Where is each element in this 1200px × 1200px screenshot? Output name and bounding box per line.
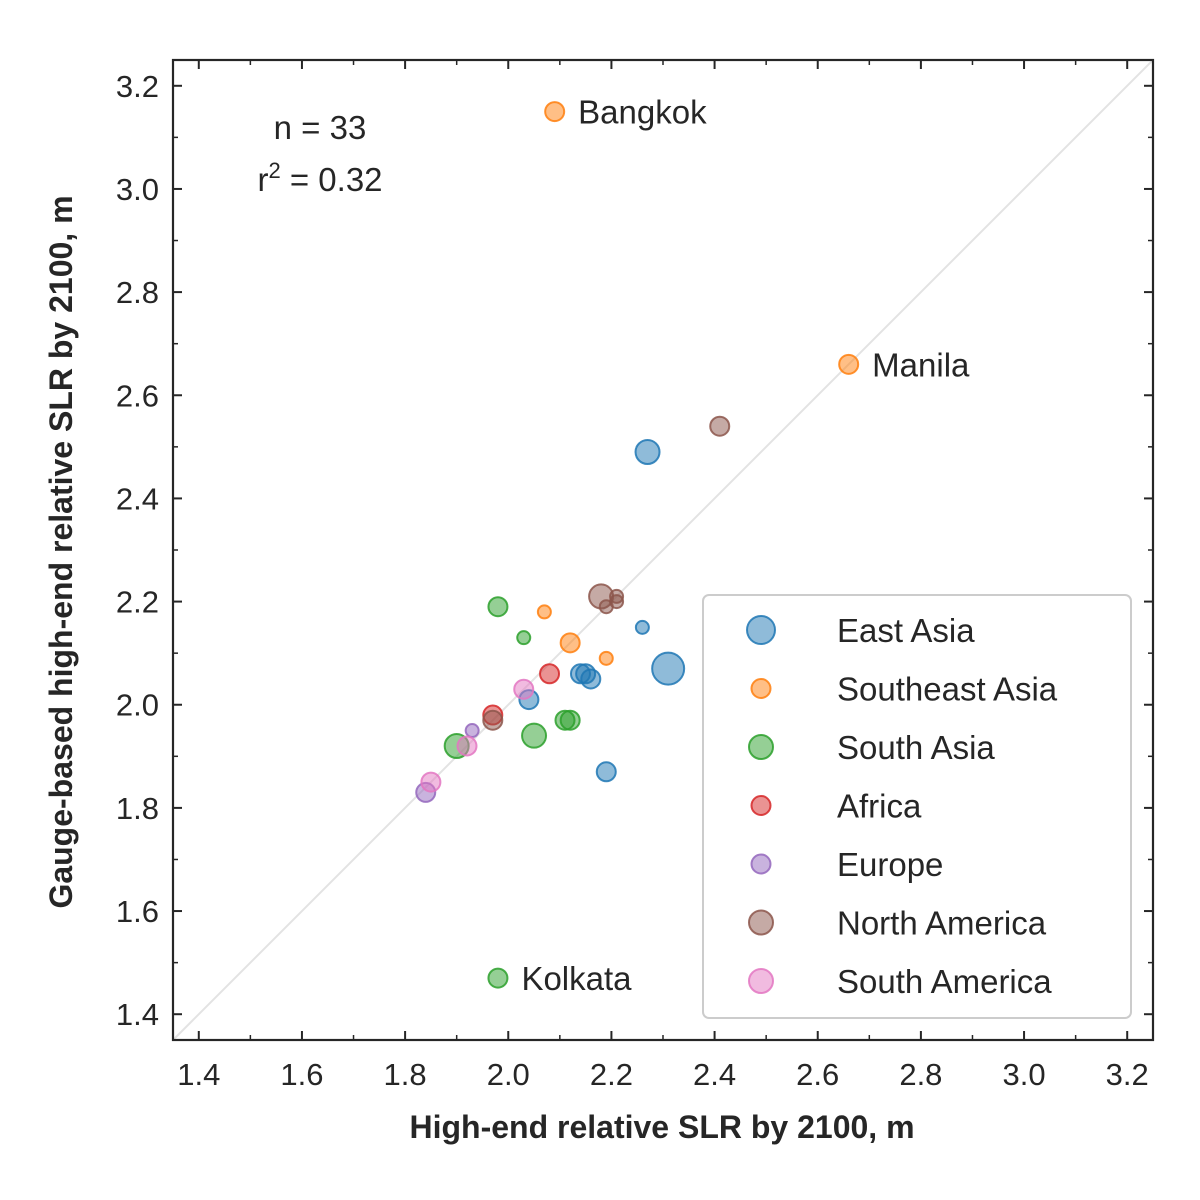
point-north-america (482, 709, 504, 731)
plot-frame (171, 58, 1155, 1042)
point-north-america (609, 588, 625, 604)
y-axis-label: Gauge-based high-end relative SLR by 210… (43, 195, 79, 908)
x-tick-label: 1.6 (280, 1057, 323, 1092)
legend-frame (702, 594, 1132, 1019)
legend-label: South America (837, 963, 1052, 1000)
legend-items: East Asia Southeast Asia South Asia Africa E… (746, 612, 1058, 1000)
point-south-america (456, 735, 478, 757)
x-tick-label: 2.4 (693, 1057, 736, 1092)
point-label-manila: Manila (872, 346, 970, 383)
y-tick-label: 2.2 (116, 585, 159, 620)
legend-marker (750, 795, 772, 816)
point-east-asia (651, 651, 686, 686)
legend-marker (748, 734, 774, 760)
point-southeast-asia (559, 632, 581, 654)
point-europe (464, 723, 480, 739)
x-axis-label: High-end relative SLR by 2100, m (409, 1109, 914, 1145)
x-tick-label: 2.0 (487, 1057, 530, 1092)
point-south-america (420, 771, 442, 793)
r2-value: = 0.32 (281, 161, 383, 198)
legend-label: Africa (837, 788, 922, 825)
point-south-asia (487, 967, 509, 989)
point-north-america (709, 415, 731, 437)
x-tick-label: 3.0 (1002, 1057, 1045, 1092)
legend-marker (748, 968, 774, 994)
point-south-asia (521, 722, 548, 749)
point-southeast-asia (598, 650, 614, 666)
r2-superscript: 2 (268, 158, 280, 183)
x-tick-label: 2.2 (590, 1057, 633, 1092)
point-labels: Bangkok Manila Kolkata (521, 94, 970, 998)
legend-label: Europe (837, 846, 943, 883)
x-tick-label: 3.2 (1106, 1057, 1149, 1092)
x-tick-label: 2.8 (899, 1057, 942, 1092)
y-tick-label: 3.2 (116, 69, 159, 104)
y-tick-label: 3.0 (116, 172, 159, 207)
y-tick-label: 1.6 (116, 894, 159, 929)
axis-ticks: 1.4 1.6 1.8 2.0 2.2 2.4 2.6 2.8 3.0 3.2 1.4 1.6 1.8 2… (116, 60, 1153, 1092)
point-east-asia (580, 668, 602, 690)
legend: East Asia Southeast Asia South Asia Africa E… (702, 594, 1132, 1019)
point-east-asia (634, 439, 661, 465)
point-label-bangkok: Bangkok (578, 94, 707, 131)
stat-r2-label: r2 = 0.32 (257, 158, 382, 198)
point-south-asia (559, 709, 581, 731)
legend-marker (750, 678, 772, 699)
x-tick-label: 2.6 (796, 1057, 839, 1092)
point-southeast-asia (536, 604, 552, 620)
y-tick-label: 2.0 (116, 688, 159, 723)
y-tick-label: 2.4 (116, 481, 159, 516)
legend-label: East Asia (837, 612, 975, 649)
point-southeast-asia (838, 353, 860, 375)
point-east-asia (595, 761, 617, 783)
legend-label: Southeast Asia (837, 671, 1058, 708)
y-tick-label: 1.4 (116, 997, 159, 1032)
one-to-one-reference-line (172, 59, 1154, 1041)
point-east-asia (634, 619, 650, 635)
legend-label: North America (837, 905, 1047, 942)
point-north-america (598, 599, 614, 615)
point-south-asia (487, 596, 509, 618)
y-tick-label: 1.8 (116, 791, 159, 826)
point-label-kolkata: Kolkata (521, 960, 632, 997)
data-points (415, 101, 860, 989)
y-tick-label: 2.8 (116, 275, 159, 310)
point-south-america (513, 678, 535, 700)
legend-marker (746, 615, 776, 645)
point-southeast-asia (544, 101, 566, 123)
point-south-asia (516, 630, 532, 646)
r2-prefix: r (257, 161, 268, 198)
x-tick-label: 1.4 (177, 1057, 220, 1092)
legend-marker (750, 853, 772, 875)
point-africa (539, 663, 561, 685)
x-tick-label: 1.8 (384, 1057, 427, 1092)
legend-label: South Asia (837, 729, 995, 766)
legend-marker (748, 909, 774, 936)
stat-n-label: n = 33 (274, 109, 367, 146)
y-tick-label: 2.6 (116, 378, 159, 413)
